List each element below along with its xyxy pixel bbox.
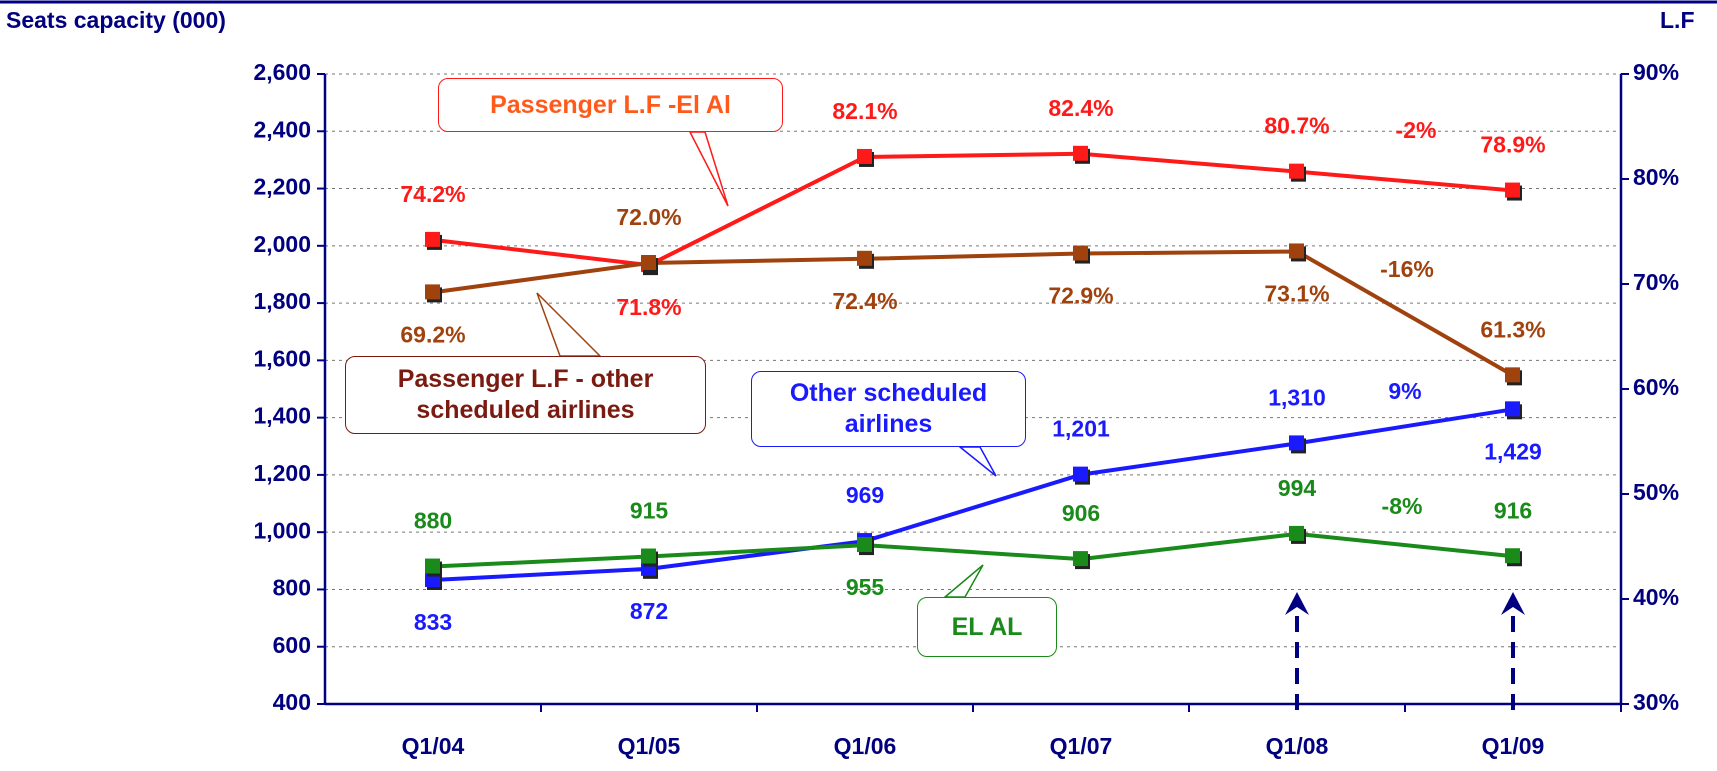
y-tick-label: 1,200: [253, 460, 311, 486]
data-label: 78.9%: [1480, 132, 1545, 158]
y-tick-label: 600: [273, 632, 311, 658]
y-axis-title: Seats capacity (000): [6, 7, 226, 33]
data-label: 82.1%: [832, 98, 897, 124]
data-label: 872: [630, 598, 668, 624]
series-line: [432, 249, 1514, 378]
x-tick-label: Q1/04: [402, 733, 465, 759]
data-label: 80.7%: [1264, 113, 1329, 139]
callout-pointer: [536, 292, 602, 357]
y2-tick-label: 40%: [1633, 584, 1679, 610]
callout-pointer: [942, 564, 984, 598]
y-tick-label: 2,600: [253, 59, 311, 85]
annotation: -16%: [1380, 256, 1434, 282]
y2-tick-label: 30%: [1633, 689, 1679, 715]
data-label: 880: [414, 508, 452, 534]
y2-tick-label: 80%: [1633, 164, 1679, 190]
data-label: 969: [846, 482, 884, 508]
data-label: 82.4%: [1048, 95, 1113, 121]
data-label: 69.2%: [400, 321, 465, 347]
data-label: 72.0%: [616, 204, 681, 230]
series-line: [432, 151, 1514, 268]
annotation: -2%: [1396, 117, 1437, 143]
annotation: -8%: [1382, 493, 1423, 519]
y-tick-label: 1,000: [253, 517, 311, 543]
data-label: 833: [414, 609, 452, 635]
data-label: 916: [1494, 497, 1532, 523]
series-line: [432, 531, 1514, 569]
y-tick-label: 1,400: [253, 403, 311, 429]
marker: [641, 255, 656, 270]
data-label: 74.2%: [400, 181, 465, 207]
data-label: 71.8%: [616, 294, 681, 320]
annotation: 9%: [1388, 378, 1421, 404]
marker: [1073, 551, 1088, 567]
data-label: 1,429: [1484, 438, 1542, 464]
callout-pointer: [957, 446, 997, 477]
marker: [425, 231, 440, 247]
marker: [1289, 435, 1304, 451]
data-label: 72.4%: [832, 288, 897, 314]
y-tick-label: 2,400: [253, 116, 311, 142]
y-tick-label: 2,000: [253, 231, 311, 257]
series-line: [432, 407, 1514, 583]
marker: [1073, 245, 1088, 261]
y-tick-label: 800: [273, 575, 311, 601]
y2-axis-title: L.F: [1660, 7, 1695, 33]
dashed-arrows: [1295, 600, 1515, 710]
y2-tick-label: 50%: [1633, 479, 1679, 505]
marker: [1289, 163, 1304, 179]
y2-tick-label: 90%: [1633, 59, 1679, 85]
arrow-head: [1501, 592, 1525, 615]
callout-label: EL AL: [917, 597, 1057, 657]
marker: [857, 250, 872, 266]
x-tick-label: Q1/08: [1266, 733, 1329, 759]
marker: [1289, 243, 1304, 259]
marker: [641, 548, 656, 564]
data-label: 915: [630, 498, 669, 524]
x-tick-label: Q1/07: [1050, 733, 1113, 759]
callout-label: Other scheduled airlines: [751, 371, 1026, 447]
data-label: 1,310: [1268, 384, 1326, 410]
marker: [1073, 466, 1088, 482]
y2-tick-label: 70%: [1633, 269, 1679, 295]
marker: [857, 537, 872, 553]
arrow-head: [1285, 592, 1309, 615]
data-label: 906: [1062, 500, 1100, 526]
marker: [1505, 548, 1520, 564]
data-label: 955: [846, 574, 885, 600]
y-tick-label: 400: [273, 689, 311, 715]
callout-label: Passenger L.F - other scheduled airlines: [345, 356, 706, 434]
x-tick-label: Q1/09: [1482, 733, 1545, 759]
callout-label: Passenger L.F -El Al: [438, 78, 783, 132]
data-label: 994: [1278, 475, 1317, 501]
marker: [1505, 367, 1520, 383]
y-tick-label: 2,200: [253, 174, 311, 200]
data-label: 1,201: [1052, 416, 1110, 442]
marker: [1505, 401, 1520, 417]
marker: [857, 148, 872, 164]
x-tick-label: Q1/06: [834, 733, 897, 759]
marker: [425, 558, 440, 574]
y-tick-label: 1,600: [253, 345, 311, 371]
marker: [1505, 182, 1520, 198]
y2-tick-label: 60%: [1633, 374, 1679, 400]
y-tick-label: 1,800: [253, 288, 311, 314]
data-label: 72.9%: [1048, 283, 1113, 309]
marker: [1073, 145, 1088, 161]
data-label: 73.1%: [1264, 281, 1329, 307]
marker: [425, 284, 440, 300]
x-tick-label: Q1/05: [618, 733, 681, 759]
marker: [1289, 525, 1304, 541]
callout-pointer: [688, 131, 729, 207]
data-label: 61.3%: [1480, 316, 1545, 342]
